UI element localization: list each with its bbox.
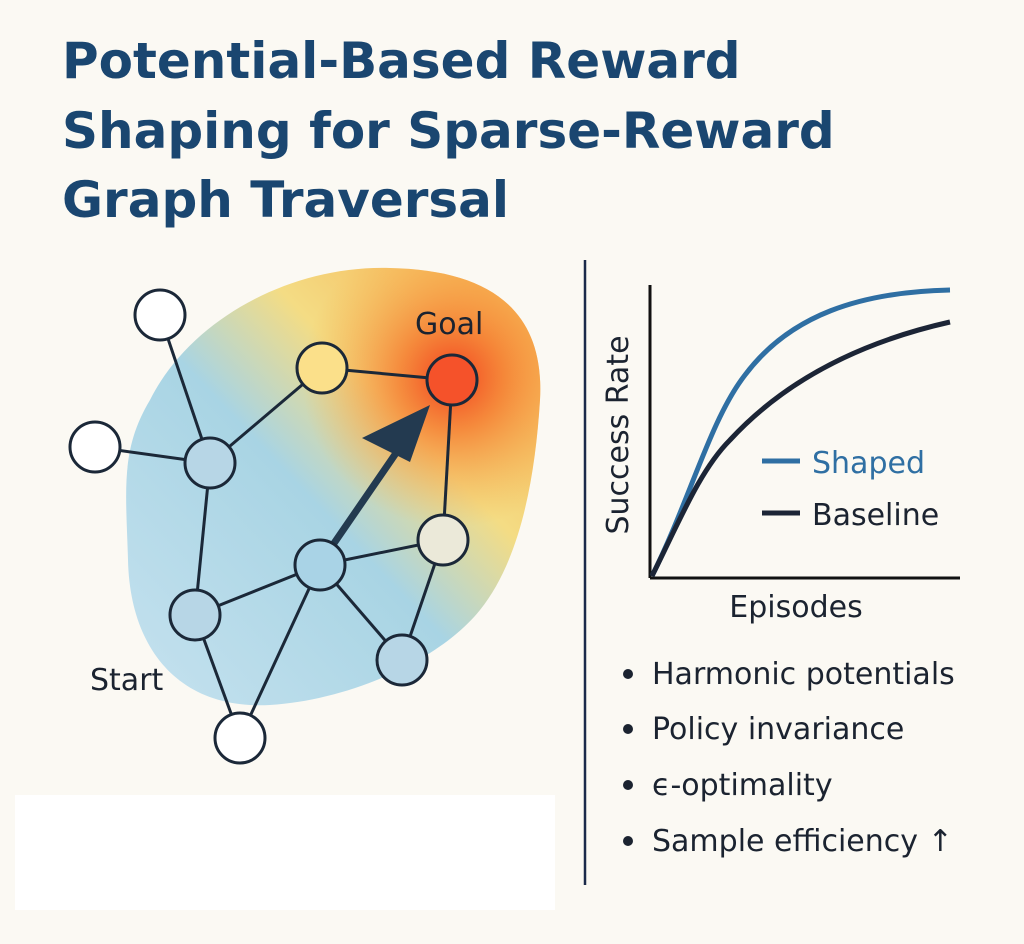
graph-nodes (68, 288, 479, 765)
title-line: Graph Traversal (62, 171, 509, 229)
legend-entry: Baseline (812, 498, 939, 533)
bullet-text: Policy invariance (652, 712, 904, 747)
title-line: Potential-Based Reward (62, 32, 741, 90)
blank-panel (15, 795, 555, 910)
shaped-curve (649, 287, 951, 578)
plot: Success Rate Episodes Shaped Baseline (601, 285, 960, 625)
path-arrow (325, 405, 430, 554)
title-line: Shaping for Sparse-Reward (62, 102, 835, 160)
x-axis-label: Episodes (729, 590, 862, 625)
baseline-curve (649, 319, 951, 578)
start-label: Start (90, 663, 164, 698)
y-axis-label: Success Rate (601, 335, 636, 534)
legend-entry: Shaped (812, 446, 925, 481)
goal-label: Goal (415, 307, 483, 342)
bullet-text: ϵ-optimality (652, 768, 833, 803)
bullet-text: Sample efficiency ↑ (652, 824, 953, 859)
bullet-list: Harmonic potentials Policy invariance ϵ-… (623, 657, 955, 859)
bullet-text: Harmonic potentials (652, 657, 955, 692)
